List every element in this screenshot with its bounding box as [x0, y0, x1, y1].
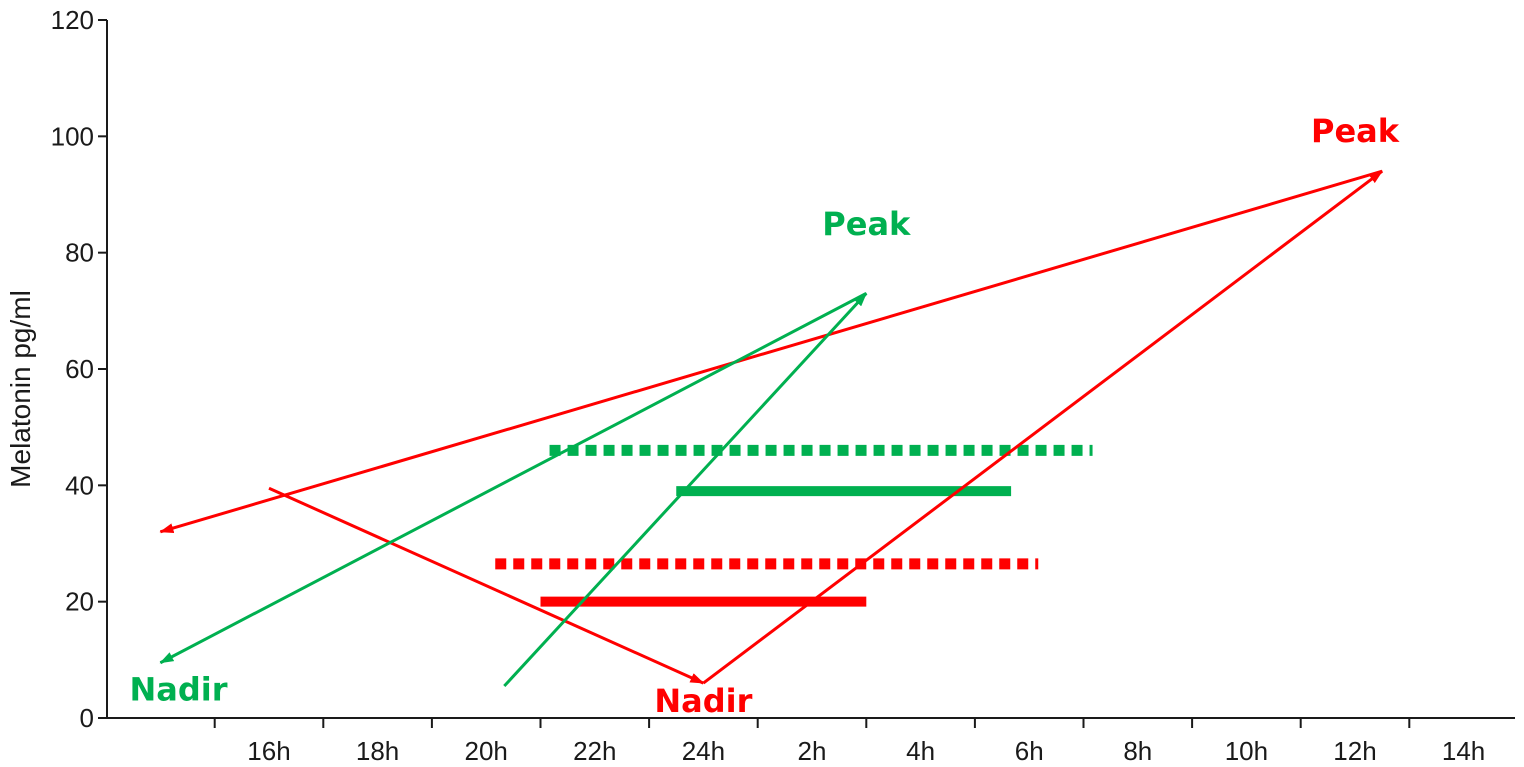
y-ticks: 0 20 40 60 80 100 120 — [51, 5, 107, 733]
series-1-segment — [503, 292, 868, 688]
annotation-peak: Peak — [822, 205, 911, 243]
x-tick-label: 20h — [465, 736, 508, 766]
x-tick-label: 4h — [906, 736, 935, 766]
x-tick-label: 2h — [798, 736, 827, 766]
x-tick-label: 22h — [573, 736, 616, 766]
x-tick-label: 6h — [1015, 736, 1044, 766]
y-tick-label: 100 — [51, 121, 94, 151]
series-1-segment — [159, 292, 867, 665]
series-0-segment — [702, 170, 1384, 685]
y-tick-label: 0 — [80, 703, 94, 733]
x-tick-label: 14h — [1442, 736, 1485, 766]
series-group — [159, 169, 1384, 688]
y-tick-label: 40 — [65, 470, 94, 500]
annotations: Peak Peak Nadir Nadir — [129, 112, 1399, 720]
annotation-nadir: Nadir — [129, 671, 227, 709]
series-0-segment — [159, 169, 1383, 534]
series-0-segment — [268, 486, 705, 685]
y-axis-label: Melatonin pg/ml — [5, 290, 36, 488]
x-tick-label: 24h — [682, 736, 725, 766]
annotation-nadir: Nadir — [654, 682, 752, 720]
x-tick-label: 18h — [356, 736, 399, 766]
y-tick-label: 120 — [51, 5, 94, 35]
y-tick-label: 20 — [65, 587, 94, 617]
threshold-bands — [495, 444, 1093, 607]
y-tick-label: 60 — [65, 354, 94, 384]
y-tick-label: 80 — [65, 238, 94, 268]
x-tick-label: 16h — [247, 736, 290, 766]
x-tick-label: 12h — [1333, 736, 1376, 766]
annotation-peak: Peak — [1311, 112, 1400, 150]
x-tick-label: 8h — [1123, 736, 1152, 766]
x-ticks: 16h 18h 20h 22h 24h 2h 4h 6h 8h 10h 12h 14h — [213, 718, 1485, 766]
x-tick-label: 10h — [1225, 736, 1268, 766]
